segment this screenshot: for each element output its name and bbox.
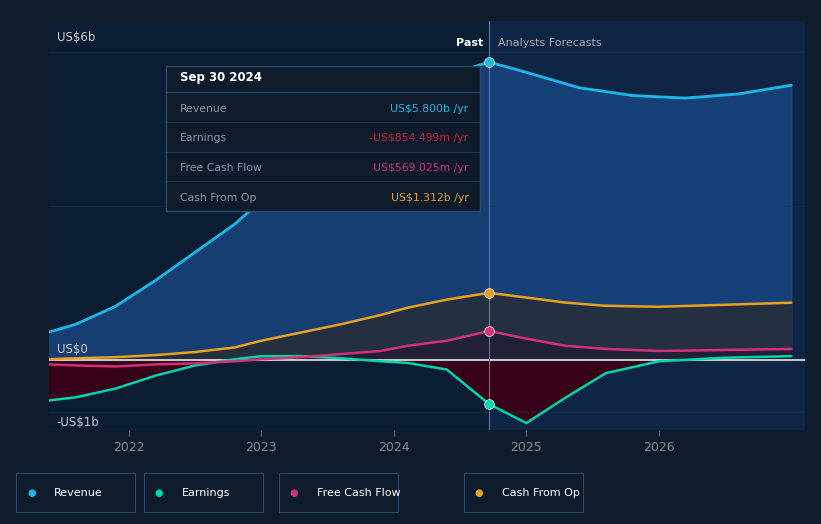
FancyBboxPatch shape (167, 66, 479, 211)
Text: Earnings: Earnings (181, 487, 230, 498)
Text: Sep 30 2024: Sep 30 2024 (180, 71, 262, 84)
Text: Cash From Op: Cash From Op (180, 193, 256, 203)
Text: Free Cash Flow: Free Cash Flow (180, 163, 262, 173)
Text: ●: ● (27, 487, 35, 498)
Text: US$1.312b /yr: US$1.312b /yr (391, 193, 469, 203)
Text: ●: ● (290, 487, 298, 498)
Text: US$0: US$0 (57, 343, 88, 356)
Text: Analysts Forecasts: Analysts Forecasts (498, 38, 602, 48)
Text: -US$854.499m /yr: -US$854.499m /yr (369, 134, 469, 144)
Text: Cash From Op: Cash From Op (502, 487, 580, 498)
Text: ●: ● (154, 487, 163, 498)
Text: US$6b: US$6b (57, 30, 95, 43)
Text: US$569.025m /yr: US$569.025m /yr (374, 163, 469, 173)
Bar (49, 21, 489, 430)
Text: Free Cash Flow: Free Cash Flow (317, 487, 401, 498)
Text: Past: Past (456, 38, 483, 48)
Text: Revenue: Revenue (180, 104, 227, 114)
Text: -US$1b: -US$1b (57, 416, 99, 429)
Text: Revenue: Revenue (54, 487, 103, 498)
Bar (489, 21, 805, 430)
Text: US$5.800b /yr: US$5.800b /yr (391, 104, 469, 114)
Text: ●: ● (475, 487, 483, 498)
Text: Earnings: Earnings (180, 134, 227, 144)
